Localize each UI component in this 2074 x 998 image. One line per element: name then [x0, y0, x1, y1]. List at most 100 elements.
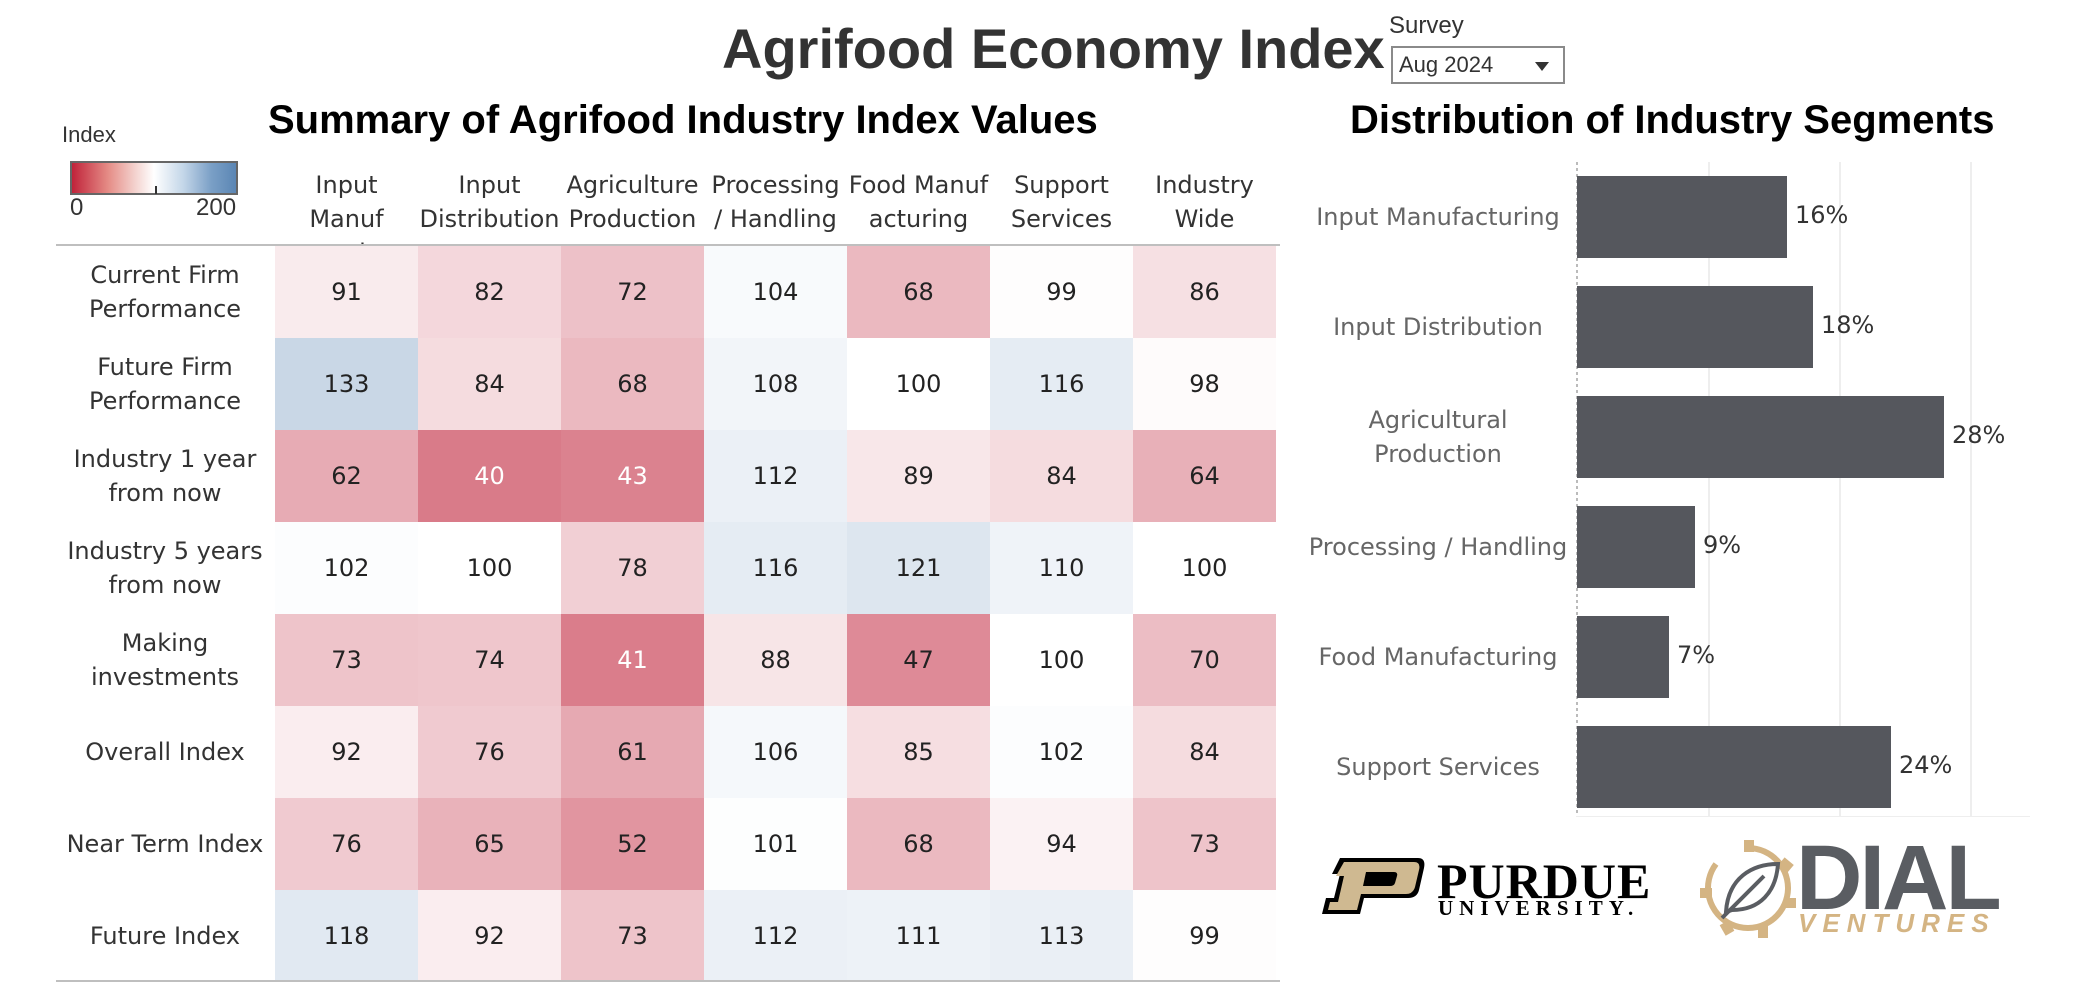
- heatmap-cell[interactable]: 100: [990, 614, 1133, 706]
- heatmap-cell[interactable]: 72: [561, 246, 704, 338]
- column-header-line: Production: [568, 205, 697, 233]
- heatmap-cell[interactable]: 121: [847, 522, 990, 614]
- heatmap-cell[interactable]: 111: [847, 890, 990, 982]
- bar[interactable]: [1577, 176, 1787, 258]
- heatmap-cell[interactable]: 52: [561, 798, 704, 890]
- heatmap-cell[interactable]: 92: [275, 706, 418, 798]
- bar[interactable]: [1577, 506, 1695, 588]
- survey-dropdown-value: Aug 2024: [1399, 52, 1494, 77]
- heatmap-cell[interactable]: 74: [418, 614, 561, 706]
- bar-value-label: 7%: [1677, 641, 1716, 669]
- heatmap-cell[interactable]: 94: [990, 798, 1133, 890]
- heatmap-cell[interactable]: 113: [990, 890, 1133, 982]
- row-label-line: Future Firm: [97, 353, 233, 381]
- heatmap-cell[interactable]: 100: [1133, 522, 1276, 614]
- heatmap-cell[interactable]: 84: [418, 338, 561, 430]
- heatmap-cell[interactable]: 41: [561, 614, 704, 706]
- bar-category-label: Agricultural Production: [1306, 403, 1570, 471]
- heatmap-cell[interactable]: 133: [275, 338, 418, 430]
- heatmap-cell[interactable]: 92: [418, 890, 561, 982]
- heatmap-cell[interactable]: 47: [847, 614, 990, 706]
- row-label-line: from now: [108, 571, 222, 599]
- heatmap-cell[interactable]: 101: [704, 798, 847, 890]
- heatmap-cell[interactable]: 102: [990, 706, 1133, 798]
- row-label-line: Future Index: [89, 922, 241, 950]
- heatmap-cell[interactable]: 73: [275, 614, 418, 706]
- heatmap-cell[interactable]: 76: [275, 798, 418, 890]
- heatmap-cell[interactable]: 43: [561, 430, 704, 522]
- bar[interactable]: [1577, 726, 1891, 808]
- heatmap-cell[interactable]: 99: [990, 246, 1133, 338]
- dial-wordmark: DIAL: [1796, 827, 2002, 929]
- bar-category-line: Support Services: [1336, 753, 1540, 781]
- bar-category-line: Input Manufacturing: [1316, 203, 1560, 231]
- heatmap-cell[interactable]: 86: [1133, 246, 1276, 338]
- column-header-line: / Handling: [714, 205, 837, 233]
- heatmap-cell[interactable]: 118: [275, 890, 418, 982]
- survey-dropdown[interactable]: Aug 2024: [1391, 46, 1565, 84]
- heatmap-cell[interactable]: 84: [990, 430, 1133, 522]
- heatmap-cell[interactable]: 70: [1133, 614, 1276, 706]
- row-label-line: Performance: [88, 295, 242, 323]
- heatmap-cell[interactable]: 102: [275, 522, 418, 614]
- survey-filter-label: Survey: [1389, 12, 1464, 39]
- column-header-line: acturing: [868, 205, 969, 233]
- bar-value-label: 24%: [1899, 751, 1953, 779]
- heatmap-cell[interactable]: 68: [847, 246, 990, 338]
- bar[interactable]: [1577, 286, 1813, 368]
- bar[interactable]: [1577, 616, 1669, 698]
- row-label: Making investments: [56, 614, 274, 706]
- heatmap-cell[interactable]: 110: [990, 522, 1133, 614]
- bar-value-label: 9%: [1703, 531, 1742, 559]
- heatmap-cell[interactable]: 73: [1133, 798, 1276, 890]
- heatmap-cell[interactable]: 89: [847, 430, 990, 522]
- heatmap-cell[interactable]: 116: [990, 338, 1133, 430]
- heatmap-cell[interactable]: 106: [704, 706, 847, 798]
- bar[interactable]: [1577, 396, 1944, 478]
- row-label-line: Making: [121, 629, 209, 657]
- heatmap-cell[interactable]: 61: [561, 706, 704, 798]
- page-title: Agrifood Economy Index: [722, 17, 1385, 80]
- heatmap-cell[interactable]: 73: [561, 890, 704, 982]
- heatmap-cell[interactable]: 84: [1133, 706, 1276, 798]
- row-label-line: Industry 5 years: [67, 537, 263, 565]
- row-label: Industry 1 year from now: [56, 430, 274, 522]
- heatmap-cell[interactable]: 91: [275, 246, 418, 338]
- heatmap-cell[interactable]: 62: [275, 430, 418, 522]
- heatmap-cell[interactable]: 104: [704, 246, 847, 338]
- column-header-line: Processing: [711, 171, 840, 199]
- heatmap-cell[interactable]: 112: [704, 890, 847, 982]
- bar-category-line: Processing / Handling: [1308, 533, 1568, 561]
- heatmap-cell[interactable]: 98: [1133, 338, 1276, 430]
- heatmap-cell[interactable]: 68: [847, 798, 990, 890]
- heatmap-cell[interactable]: 112: [704, 430, 847, 522]
- row-label-text: Making investments: [91, 626, 239, 694]
- heatmap-cell[interactable]: 78: [561, 522, 704, 614]
- legend-midpoint-tick: [155, 186, 157, 194]
- heatmap-cell[interactable]: 64: [1133, 430, 1276, 522]
- heatmap-cell[interactable]: 116: [704, 522, 847, 614]
- column-header-line: Food Manuf: [848, 171, 989, 199]
- heatmap-cell[interactable]: 88: [704, 614, 847, 706]
- heatmap-cell[interactable]: 65: [418, 798, 561, 890]
- bar-value-label: 18%: [1821, 311, 1875, 339]
- column-header: Processing / Handling: [704, 168, 847, 236]
- heatmap-cell[interactable]: 100: [847, 338, 990, 430]
- heatmap-cell[interactable]: 100: [418, 522, 561, 614]
- purdue-wordmark: PURDUE: [1437, 853, 1652, 909]
- heatmap-cell[interactable]: 76: [418, 706, 561, 798]
- purdue-p-logo: [1322, 858, 1425, 914]
- row-label-text: Future Firm Performance: [89, 350, 241, 418]
- heatmap-cell[interactable]: 108: [704, 338, 847, 430]
- row-label-line: Industry 1 year: [73, 445, 257, 473]
- bar-category-label: Food Manufacturing: [1306, 640, 1570, 674]
- heatmap-cell[interactable]: 40: [418, 430, 561, 522]
- heatmap-cell[interactable]: 99: [1133, 890, 1276, 982]
- chevron-down-icon[interactable]: [1535, 62, 1549, 71]
- heatmap-cell[interactable]: 82: [418, 246, 561, 338]
- heatmap-cell[interactable]: 68: [561, 338, 704, 430]
- column-header-line: Industry: [1155, 171, 1254, 199]
- row-label-text: Current Firm Performance: [89, 258, 241, 326]
- heatmap-cell[interactable]: 85: [847, 706, 990, 798]
- leaf-gear-icon: [1700, 840, 1796, 938]
